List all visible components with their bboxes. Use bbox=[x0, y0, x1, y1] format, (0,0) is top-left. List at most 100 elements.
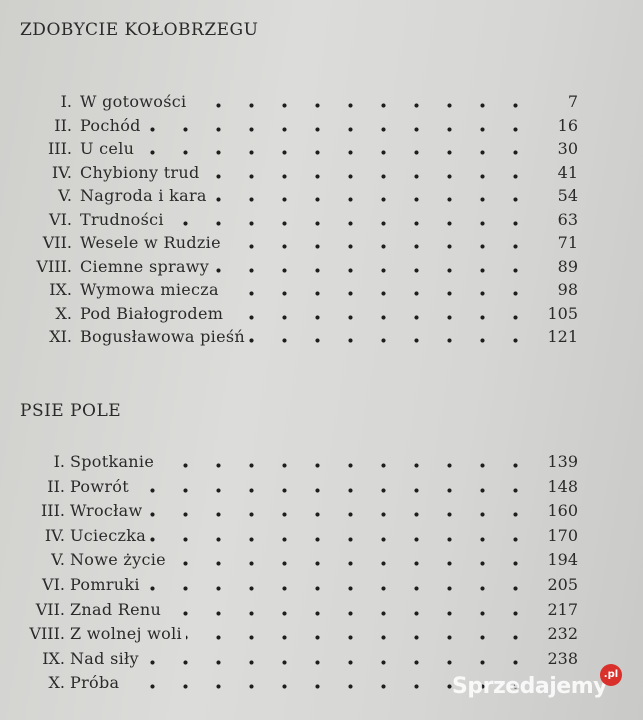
dot-leader bbox=[213, 267, 532, 273]
dot-leader bbox=[211, 197, 532, 202]
dot-leader bbox=[190, 103, 532, 108]
chapter-numeral: II. bbox=[47, 476, 65, 496]
page-number: 98 bbox=[557, 280, 578, 299]
chapter-numeral: I. bbox=[60, 92, 72, 111]
toc-entry: I. Spotkanie 139 bbox=[0, 452, 643, 477]
toc-entry: III. Wrocław 160 bbox=[0, 501, 643, 526]
chapter-title: Trudności bbox=[80, 209, 164, 229]
dot-leader bbox=[186, 635, 532, 641]
dot-leader bbox=[165, 610, 532, 616]
page-number: 54 bbox=[557, 186, 578, 205]
chapter-title: Spotkanie bbox=[70, 452, 155, 471]
page-number: 30 bbox=[557, 139, 578, 158]
toc-entry: I. W gotowości 7 bbox=[0, 92, 643, 116]
page-number: 89 bbox=[557, 256, 578, 276]
toc-entry: X. Próba bbox=[0, 673, 643, 698]
toc-entry: IX. Wymowa miecza 98 bbox=[0, 280, 643, 304]
page-number: 232 bbox=[547, 624, 578, 644]
dot-leader bbox=[168, 220, 532, 226]
toc-entry: II. Pochód 16 bbox=[0, 116, 643, 140]
page-number: 71 bbox=[557, 233, 578, 252]
dot-leader bbox=[204, 173, 532, 179]
page-number: 160 bbox=[547, 501, 578, 521]
chapter-title: Bogusławowa pieśń bbox=[80, 327, 245, 346]
toc-entry: VIII. Z wolnej woli 232 bbox=[0, 624, 643, 649]
dot-leader bbox=[143, 659, 532, 665]
toc-entry: VI. Pomruki 205 bbox=[0, 575, 643, 600]
chapter-numeral: XI. bbox=[49, 327, 72, 346]
page-number: 105 bbox=[547, 303, 578, 323]
page-number: 63 bbox=[557, 209, 578, 229]
toc-entry: IV. Chybiony trud 41 bbox=[0, 163, 643, 187]
dot-leader bbox=[145, 126, 532, 132]
toc-entry: X. Pod Białogrodem 105 bbox=[0, 304, 643, 328]
dot-leader bbox=[249, 338, 532, 343]
chapter-numeral: VIII. bbox=[36, 256, 72, 276]
page-number: 170 bbox=[547, 525, 578, 545]
toc-entry: V. Nowe życie 194 bbox=[0, 550, 643, 575]
chapter-title: Chybiony trud bbox=[80, 162, 200, 182]
chapter-numeral: V. bbox=[51, 550, 65, 570]
chapter-numeral: IV. bbox=[51, 162, 72, 182]
toc-entry: VII. Wesele w Rudzie 71 bbox=[0, 233, 643, 257]
dot-leader bbox=[147, 512, 532, 518]
watermark-badge: .pl bbox=[600, 664, 622, 686]
dot-leader bbox=[223, 291, 532, 296]
page-number: 139 bbox=[547, 452, 578, 471]
toc-entry: XI. Bogusławowa pieśń 121 bbox=[0, 327, 643, 351]
chapter-numeral: VI. bbox=[42, 574, 65, 594]
chapter-title: Wesele w Rudzie bbox=[80, 233, 221, 252]
dot-leader bbox=[158, 463, 532, 468]
section-heading-1: ZDOBYCIE KOŁOBRZEGU bbox=[20, 20, 259, 40]
page-number: 7 bbox=[567, 92, 578, 111]
chapter-title: Ciemne sprawy bbox=[80, 256, 210, 276]
chapter-numeral: VI. bbox=[49, 209, 72, 229]
chapter-numeral: IX. bbox=[42, 648, 65, 668]
chapter-title: Z wolnej woli bbox=[70, 624, 182, 644]
chapter-numeral: III. bbox=[40, 501, 65, 521]
chapter-numeral: VII. bbox=[35, 599, 65, 619]
dot-leader bbox=[170, 561, 532, 567]
chapter-title: Pod Białogrodem bbox=[80, 303, 224, 323]
toc-entry: II. Powrót 148 bbox=[0, 477, 643, 502]
chapter-title: W gotowości bbox=[80, 92, 187, 111]
chapter-title: Pochód bbox=[80, 115, 141, 135]
page-number: 148 bbox=[547, 476, 578, 496]
page-number: 121 bbox=[547, 327, 578, 346]
dot-leader bbox=[144, 585, 532, 591]
chapter-title: Nagroda i kara bbox=[80, 186, 207, 205]
chapter-title: U celu bbox=[80, 139, 135, 158]
toc-section-1: I. W gotowości 7 II. Pochód 16 III. U celu 30 IV.… bbox=[0, 92, 643, 351]
chapter-numeral: IV. bbox=[44, 525, 65, 545]
page-number: 205 bbox=[547, 574, 578, 594]
toc-entry: IV. Ucieczka 170 bbox=[0, 526, 643, 551]
chapter-numeral: II. bbox=[54, 115, 72, 135]
chapter-numeral: III. bbox=[47, 139, 72, 158]
dot-leader bbox=[227, 314, 532, 320]
page-number: 238 bbox=[547, 648, 578, 668]
toc-entry: VII. Znad Renu 217 bbox=[0, 600, 643, 625]
chapter-title: Znad Renu bbox=[70, 599, 162, 619]
toc-entry: VI. Trudności 63 bbox=[0, 210, 643, 234]
toc-entry: V. Nagroda i kara 54 bbox=[0, 186, 643, 210]
dot-leader bbox=[123, 684, 532, 690]
chapter-numeral: V. bbox=[58, 186, 72, 205]
chapter-numeral: VII. bbox=[42, 233, 72, 252]
dot-leader bbox=[225, 244, 532, 249]
page-number: 194 bbox=[547, 550, 578, 570]
chapter-title: Nowe życie bbox=[70, 550, 166, 570]
chapter-title: Nad siły bbox=[70, 648, 139, 668]
chapter-title: Wrocław bbox=[70, 501, 143, 521]
toc-entry: III. U celu 30 bbox=[0, 139, 643, 163]
section-heading-2: PSIE POLE bbox=[20, 401, 122, 421]
chapter-numeral: X. bbox=[48, 673, 65, 693]
chapter-title: Próba bbox=[70, 673, 120, 693]
page-number: 41 bbox=[557, 162, 578, 182]
chapter-title: Pomruki bbox=[70, 574, 140, 594]
toc-section-2: I. Spotkanie 139 II. Powrót 148 III. Wrocław 160… bbox=[0, 452, 643, 698]
chapter-numeral: VIII. bbox=[29, 624, 65, 644]
chapter-title: Wymowa miecza bbox=[80, 280, 219, 299]
dot-leader bbox=[138, 150, 532, 155]
page-number: 16 bbox=[557, 115, 578, 135]
dot-leader bbox=[150, 536, 532, 542]
